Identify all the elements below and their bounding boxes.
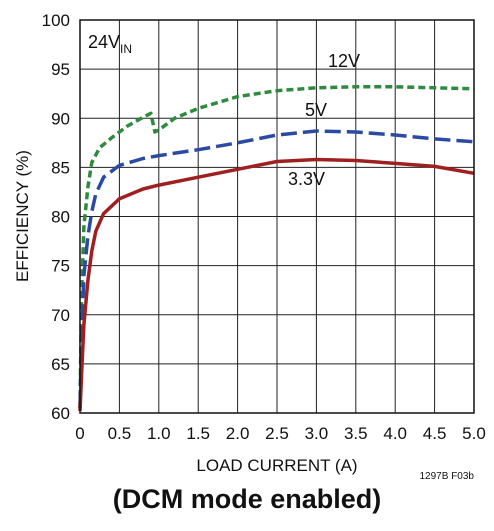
y-tick-label: 60 (51, 404, 70, 423)
series-label-3v3: 3.3V (288, 169, 325, 189)
x-tick-label: 0.5 (108, 424, 132, 443)
x-tick-label: 3.0 (305, 424, 329, 443)
plot-border (79, 19, 475, 414)
input-voltage-main: 24V (88, 32, 120, 52)
input-voltage-annotation: 24VIN (88, 32, 132, 56)
x-tick-label: 2.0 (226, 424, 250, 443)
series-line-3v3v (78, 157, 475, 412)
series-label-5v: 5V (305, 100, 327, 120)
series-label-12v: 12V (328, 51, 360, 71)
chart-grid (79, 19, 475, 414)
x-tick-labels: 0 0.5 1.0 1.5 2.0 2.5 3.0 3.5 4.0 4.5 5.0 (75, 424, 486, 443)
y-axis-title: EFFICIENCY (%) (13, 150, 32, 282)
x-tick-label: 4.5 (423, 424, 447, 443)
x-tick-label: 4.0 (383, 424, 407, 443)
plot-frame (79, 19, 475, 414)
y-tick-labels: 60 65 70 75 80 85 90 95 100 (42, 11, 70, 423)
x-tick-label: 1.0 (147, 424, 171, 443)
input-voltage-subscript: IN (120, 42, 132, 56)
chart-curves (78, 85, 475, 412)
y-tick-label: 65 (51, 355, 70, 374)
series-line-12v (78, 85, 475, 409)
x-tick-label: 2.5 (265, 424, 289, 443)
series-line-5v (78, 129, 475, 409)
x-tick-label: 3.5 (344, 424, 368, 443)
y-tick-label: 85 (51, 158, 70, 177)
y-tick-label: 90 (51, 109, 70, 128)
y-tick-label: 70 (51, 306, 70, 325)
y-tick-label: 75 (51, 257, 70, 276)
y-tick-label: 80 (51, 208, 70, 227)
y-tick-label: 95 (51, 60, 70, 79)
figure-code: 1297B F03b (420, 471, 475, 482)
x-tick-label: 5.0 (462, 424, 486, 443)
y-tick-label: 100 (42, 11, 70, 30)
x-tick-label: 1.5 (186, 424, 210, 443)
x-tick-label: 0 (75, 424, 84, 443)
x-axis-title: LOAD CURRENT (A) (196, 456, 357, 475)
chart-caption: (DCM mode enabled) (112, 484, 382, 514)
